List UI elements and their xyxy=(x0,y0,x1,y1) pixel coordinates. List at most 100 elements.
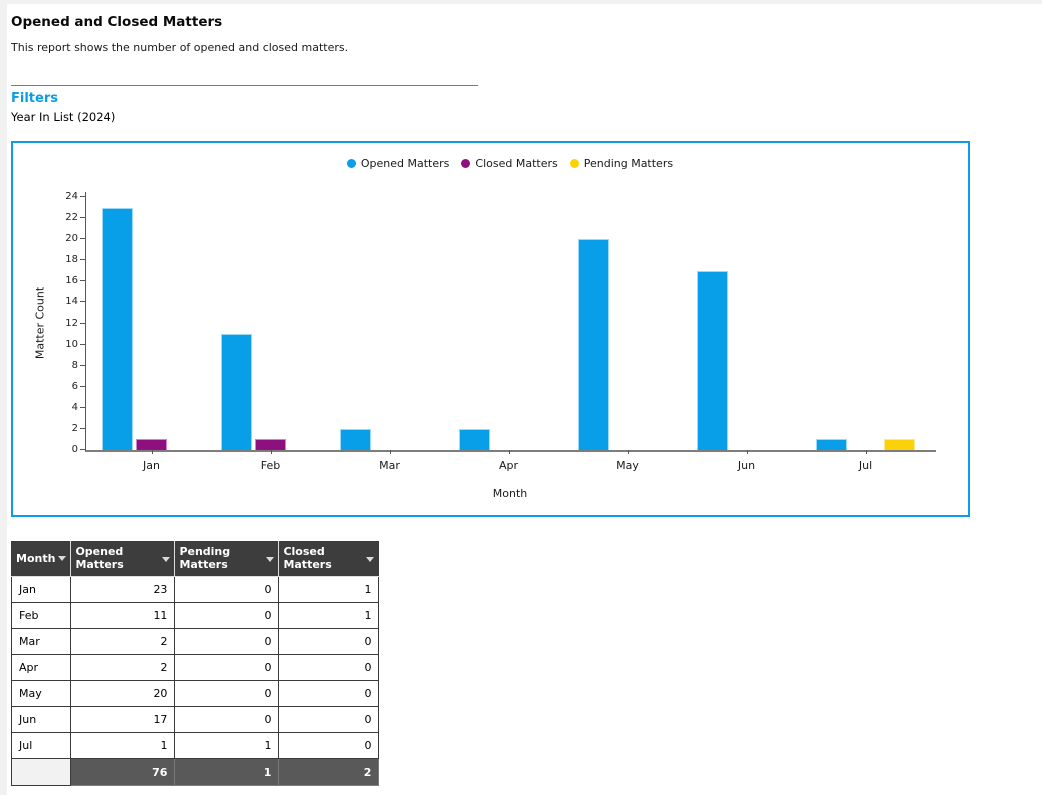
y-tick-mark xyxy=(80,280,85,282)
bar-opened-matters-apr[interactable] xyxy=(459,429,490,450)
value-cell: 0 xyxy=(278,628,380,655)
y-tick-label: 0 xyxy=(71,444,78,455)
value-cell: 11 xyxy=(70,602,176,629)
x-tick-mark xyxy=(865,450,867,454)
page-subtitle: This report shows the number of opened a… xyxy=(11,41,349,54)
bar-opened-matters-feb[interactable] xyxy=(221,334,252,450)
bar-opened-matters-jan[interactable] xyxy=(102,208,133,450)
sort-dropdown-caret-icon[interactable] xyxy=(266,556,275,562)
chart-panel: Opened Matters Closed Matters Pending Matt… xyxy=(11,141,970,517)
y-tick-label: 12 xyxy=(65,317,78,329)
column-header-label: Closed Matters xyxy=(283,545,332,571)
value-cell: 0 xyxy=(174,576,280,603)
bar-group-apr xyxy=(449,197,568,450)
filters-heading: Filters xyxy=(11,91,58,106)
bar-pending-matters-jul[interactable] xyxy=(884,439,915,450)
x-tick-label-jan: Jan xyxy=(143,459,160,472)
column-header-content: Month xyxy=(16,551,67,566)
y-tick-mark xyxy=(80,217,85,219)
bar-opened-matters-jul[interactable] xyxy=(816,439,847,450)
bar-group-jun xyxy=(687,197,806,450)
y-tick-mark xyxy=(80,427,85,429)
table-row-mar: Mar 2 0 0 xyxy=(10,628,380,655)
x-tick-mark xyxy=(746,450,748,454)
month-cell: Jan xyxy=(10,576,72,603)
x-tick-label-may: May xyxy=(616,459,639,472)
value-cell: 2 xyxy=(70,654,176,681)
column-header-label: Opened Matters xyxy=(75,545,124,571)
x-tick-mark xyxy=(508,450,510,454)
y-tick-label: 18 xyxy=(65,254,78,266)
sort-dropdown-caret-icon[interactable] xyxy=(162,556,171,562)
totals-value-cell: 1 xyxy=(174,758,280,786)
x-tick-mark xyxy=(151,450,153,454)
bar-closed-matters-feb[interactable] xyxy=(255,439,286,450)
sort-dropdown-caret-icon[interactable] xyxy=(58,556,67,562)
value-cell: 20 xyxy=(70,680,176,707)
chart-legend: Opened Matters Closed Matters Pending Matt… xyxy=(85,157,935,170)
bar-opened-matters-mar[interactable] xyxy=(340,429,371,450)
y-tick-label: 20 xyxy=(65,233,78,245)
column-header-content: Closed Matters xyxy=(283,545,375,571)
legend-dot-icon-pending-matters xyxy=(569,159,579,168)
value-cell: 1 xyxy=(278,576,380,603)
y-axis-title: Matter Count xyxy=(33,286,47,360)
x-tick-label-apr: Apr xyxy=(498,459,519,472)
column-header-opened-matters[interactable]: Opened Matters xyxy=(70,541,176,577)
plot-area: 0 2 4 6 8 10 12 14 16 18 20 22 24 Jan Feb Mar Apr May Jun J… xyxy=(65,191,936,472)
legend-label-closed-matters: Closed Matters xyxy=(475,157,558,170)
y-tick-label: 6 xyxy=(71,380,78,392)
value-cell: 0 xyxy=(278,680,380,707)
column-header-month[interactable]: Month xyxy=(11,541,72,577)
totals-value-cell: 2 xyxy=(278,758,380,786)
legend-item-pending-matters[interactable]: Pending Matters xyxy=(569,157,674,170)
y-tick-label: 16 xyxy=(65,275,78,287)
table-row-jul: Jul 1 1 0 xyxy=(10,732,380,759)
y-tick-mark xyxy=(80,259,85,261)
y-tick-mark xyxy=(80,238,85,240)
value-cell: 0 xyxy=(174,654,280,681)
value-cell: 0 xyxy=(174,602,280,629)
bar-opened-matters-may[interactable] xyxy=(578,239,609,450)
value-cell: 0 xyxy=(278,706,380,733)
x-axis-title: Month xyxy=(492,487,528,500)
table-header-row: Month Opened Matters Pending Matters Closed… xyxy=(11,541,380,577)
column-header-closed-matters[interactable]: Closed Matters xyxy=(278,541,380,577)
table-row-apr: Apr 2 0 0 xyxy=(10,654,380,681)
legend-item-closed-matters[interactable]: Closed Matters xyxy=(461,157,558,170)
totals-row: 76 1 2 xyxy=(10,758,380,786)
month-cell: May xyxy=(10,680,72,707)
y-tick-mark xyxy=(80,301,85,303)
y-tick-mark xyxy=(80,364,85,366)
x-tick-mark xyxy=(270,450,272,454)
bar-closed-matters-jan[interactable] xyxy=(136,439,167,450)
value-cell: 1 xyxy=(278,602,380,629)
column-header-pending-matters[interactable]: Pending Matters xyxy=(174,541,280,577)
bar-group-jan xyxy=(92,197,211,450)
bar-group-mar xyxy=(330,197,449,450)
value-cell: 0 xyxy=(174,680,280,707)
value-cell: 0 xyxy=(278,654,380,681)
column-header-label: Month xyxy=(16,551,56,565)
y-axis-line xyxy=(85,192,86,197)
y-tick-mark xyxy=(80,196,85,197)
column-header-label: Pending Matters xyxy=(179,545,231,571)
legend-dot-icon-opened-matters xyxy=(346,159,356,168)
y-tick-label: 4 xyxy=(71,401,78,413)
y-tick-mark xyxy=(80,322,85,324)
x-tick-label-feb: Feb xyxy=(260,459,281,472)
legend-label-pending-matters: Pending Matters xyxy=(583,157,674,170)
filter-year-in-list: Year In List (2024) xyxy=(11,110,116,124)
legend-dot-icon-closed-matters xyxy=(461,159,471,168)
sort-dropdown-caret-icon[interactable] xyxy=(366,556,375,562)
y-tick-mark xyxy=(80,343,85,345)
bar-group-jul xyxy=(806,197,925,450)
bar-group-feb xyxy=(211,197,330,450)
legend-item-opened-matters[interactable]: Opened Matters xyxy=(346,157,450,170)
y-tick-label: 10 xyxy=(65,338,78,350)
bar-opened-matters-jun[interactable] xyxy=(697,271,728,450)
x-tick-label-mar: Mar xyxy=(379,459,400,472)
x-tick-mark xyxy=(389,450,391,454)
table-row-feb: Feb 11 0 1 xyxy=(10,602,380,629)
legend-label-opened-matters: Opened Matters xyxy=(360,157,450,170)
